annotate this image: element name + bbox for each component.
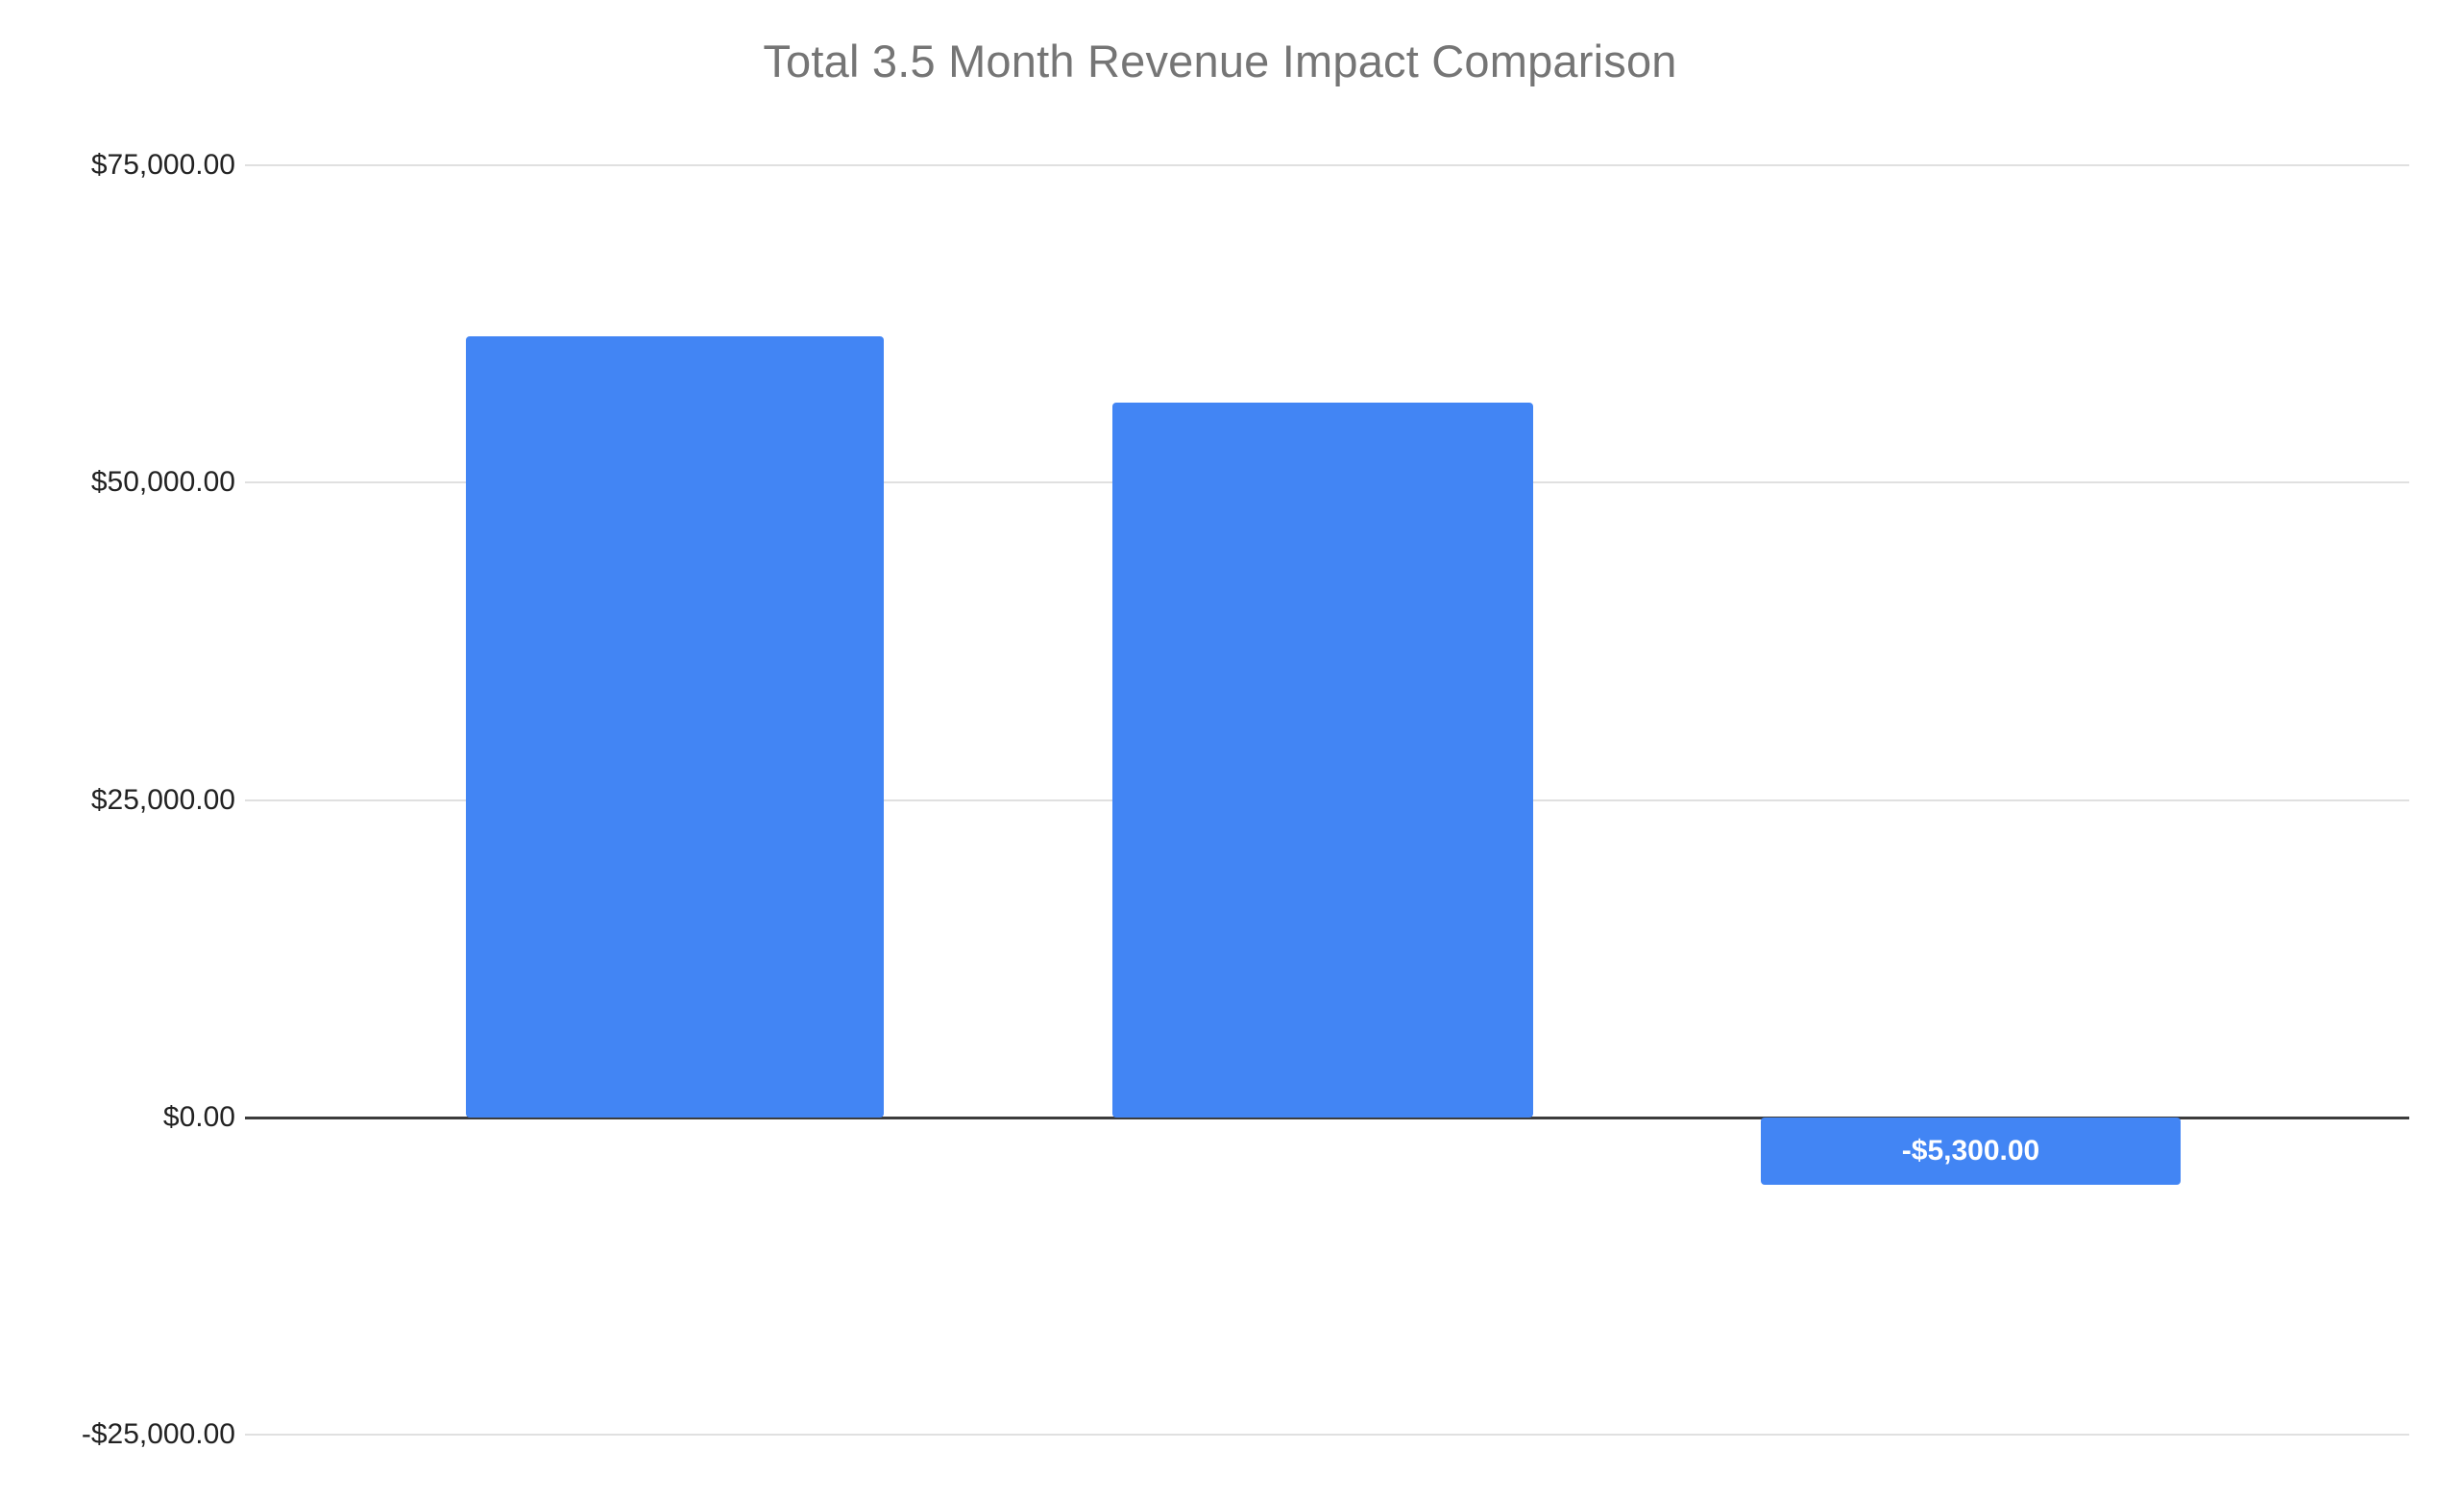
- y-axis-tick-label: -$25,000.00: [81, 1418, 235, 1450]
- plot-area: -$5,300.00: [245, 164, 2409, 1436]
- gridline: [245, 164, 2409, 166]
- y-axis-tick-label: $50,000.00: [90, 466, 235, 499]
- bar[interactable]: [466, 336, 884, 1118]
- y-axis-tick-label: $0.00: [162, 1100, 235, 1133]
- gridline: [245, 1434, 2409, 1436]
- y-axis-tick-label: $25,000.00: [90, 783, 235, 816]
- zero-line: [245, 1116, 2409, 1119]
- y-axis-tick-label: $75,000.00: [90, 149, 235, 181]
- bar-value-label: -$5,300.00: [1901, 1134, 2040, 1167]
- bar[interactable]: [1761, 1117, 2181, 1185]
- chart-title: Total 3.5 Month Revenue Impact Compariso…: [763, 36, 1677, 86]
- bar[interactable]: [1112, 403, 1533, 1118]
